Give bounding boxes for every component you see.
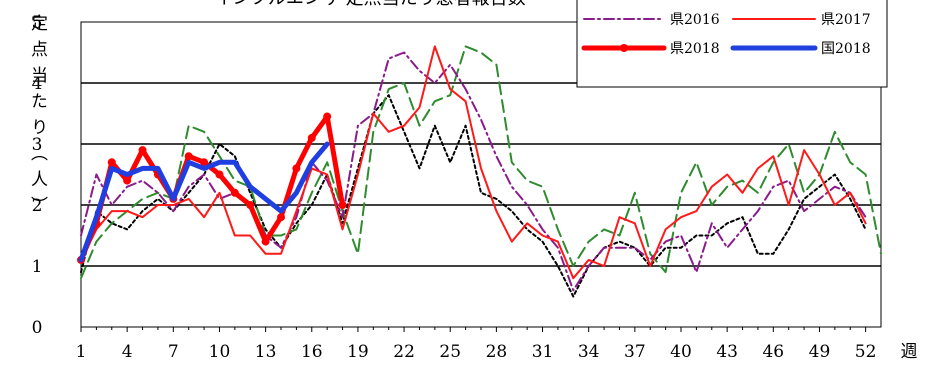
series-point [138, 146, 147, 155]
title-layer: インフルエンザ 定点当たり患者報告数 [214, 0, 525, 9]
x-tick-label: 49 [809, 342, 831, 362]
series-point [123, 176, 132, 185]
series-point [215, 170, 224, 179]
x-tick-label: 25 [439, 342, 461, 362]
series-point [107, 158, 116, 167]
legend-label: 県2015 [821, 0, 871, 1]
x-tick-label: 7 [168, 342, 179, 362]
series-point [200, 158, 209, 167]
x-tick-label: 28 [486, 342, 508, 362]
y-tick-label: 2 [32, 196, 43, 216]
y-tick-label: 5 [32, 13, 43, 33]
x-tick-label: 13 [255, 342, 277, 362]
chart-title: インフルエンザ 定点当たり患者報告数 [214, 0, 525, 9]
x-tick-label: 37 [624, 342, 646, 362]
legend-label: 県2017 [821, 12, 871, 28]
series-line-6 [78, 141, 330, 263]
legend-label: 国2018 [821, 41, 871, 57]
x-tick-label: 40 [670, 342, 692, 362]
x-tick-label: 52 [855, 342, 877, 362]
series-line-3 [80, 51, 867, 292]
series-point [184, 152, 193, 161]
legend-label: 県2016 [670, 12, 720, 28]
x-tick-label: 1 [76, 342, 87, 362]
series-line-2 [80, 45, 882, 280]
x-tick-label: 31 [532, 342, 554, 362]
y-tick-label: 0 [32, 318, 43, 338]
x-tick-label: 46 [762, 342, 784, 362]
y-tick-label: 1 [32, 257, 43, 277]
series-point [338, 201, 347, 209]
x-tick-label: 19 [347, 342, 369, 362]
y-axis-label: 定点当たり（人） [27, 14, 48, 222]
series-point [230, 188, 239, 197]
labels-layer: 週 定点当たり（人） [27, 14, 918, 362]
legend: 県2014 県2015 県2016 県2017 県2018 国2018 [576, 0, 888, 88]
series-layer [77, 45, 882, 298]
legend-label: 県2018 [670, 41, 720, 57]
x-axis-label: 週 [901, 342, 918, 362]
legend-marker [620, 44, 628, 52]
series-point [261, 237, 270, 246]
series-line-4 [80, 45, 867, 280]
series-point [292, 164, 301, 173]
x-tick-label: 34 [578, 342, 600, 362]
legend-label: 県2014 [670, 0, 720, 1]
x-tick-label: 10 [209, 342, 231, 362]
x-tick-label: 16 [301, 342, 323, 362]
y-tick-label: 3 [32, 135, 43, 155]
legend-box [576, 0, 888, 88]
x-tick-label: 43 [716, 342, 738, 362]
y-tick-label: 4 [32, 74, 43, 94]
series-line-1 [80, 94, 867, 298]
x-tick-label: 22 [393, 342, 415, 362]
series-point [277, 213, 285, 222]
x-tick-label: 4 [122, 342, 133, 362]
series-point [246, 201, 255, 209]
series-point [307, 133, 316, 142]
series-point [323, 112, 332, 121]
